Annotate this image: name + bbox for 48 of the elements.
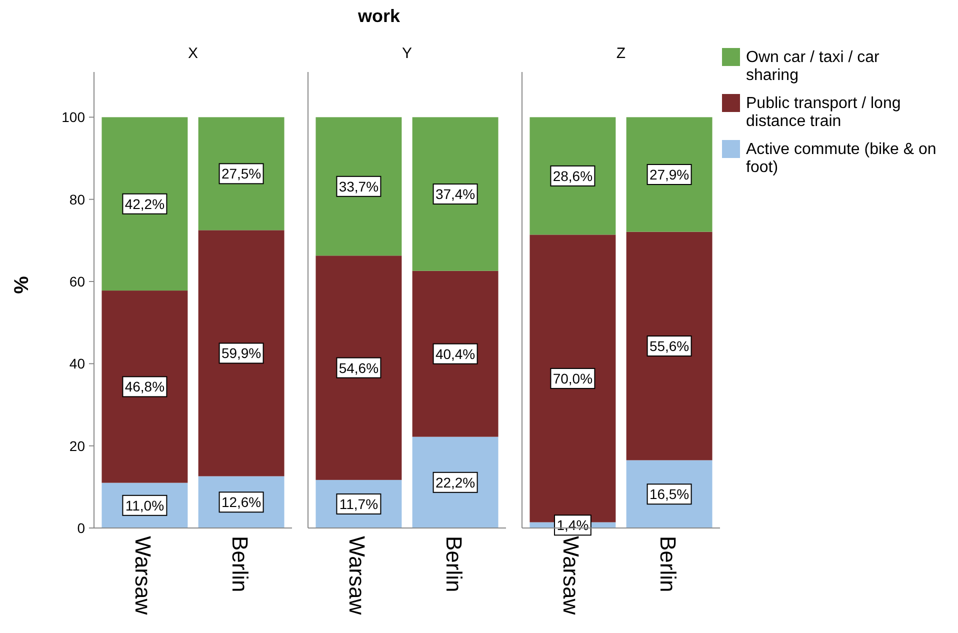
data-label: 42,2% [124,196,165,212]
legend-label: Active commute (bike & on foot) [746,141,936,176]
legend-label: Public transport / long distance train [746,95,901,130]
legend-label: Own car / taxi / car sharing [746,49,880,84]
x-tick-label: Berlin [655,536,680,592]
bar [102,290,188,483]
bar [626,232,712,460]
data-label: 33,7% [338,178,379,194]
x-tick-label: Berlin [441,536,466,592]
data-label: 12,6% [221,494,262,510]
data-label: 46,8% [124,378,165,395]
data-label: 11,0% [125,497,164,514]
bar [198,230,284,476]
data-label: 11,7% [339,496,378,512]
y-tick-label: 40 [69,356,86,372]
bar [412,270,498,437]
data-label: 55,6% [649,338,690,354]
y-tick-label: 60 [69,274,86,290]
y-axis-title: % [11,276,33,294]
data-label: 28,6% [552,168,593,184]
data-label: 54,6% [338,360,379,376]
y-tick-label: 100 [62,109,86,126]
bar [412,117,498,271]
x-tick-label: Berlin [227,536,252,592]
data-label: 16,5% [649,486,690,502]
data-label: 22,2% [435,474,476,490]
x-tick-label: Warsaw [130,536,156,615]
data-label: 70,0% [552,370,593,386]
chart-subtitle: Z [616,45,626,62]
x-tick-label: Warsaw [344,536,370,615]
data-label: 59,9% [221,345,262,362]
chart-subtitle: X [188,45,198,62]
bar [316,117,402,256]
data-label: 40,4% [435,346,476,362]
bar [626,117,712,232]
data-label: 37,4% [435,186,476,202]
data-label: 27,9% [649,166,690,182]
y-tick-label: 20 [69,438,86,454]
chart-title: work [356,6,401,26]
bar [198,117,284,230]
bar [530,117,616,235]
y-tick-label: 0 [77,520,86,536]
y-tick-label: 80 [69,191,86,208]
bar [102,117,188,291]
x-tick-label: Warsaw [558,536,584,615]
chart-subtitle: Y [402,45,412,62]
bar [316,256,402,480]
data-label: 27,5% [221,166,262,182]
